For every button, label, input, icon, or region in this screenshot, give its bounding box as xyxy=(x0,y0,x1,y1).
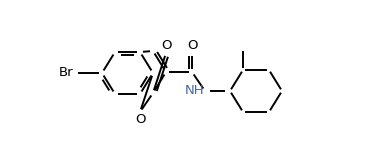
Text: NH: NH xyxy=(184,85,204,98)
Text: O: O xyxy=(187,39,197,52)
Text: O: O xyxy=(161,39,171,52)
Text: Br: Br xyxy=(58,66,73,80)
Text: O: O xyxy=(135,113,145,126)
